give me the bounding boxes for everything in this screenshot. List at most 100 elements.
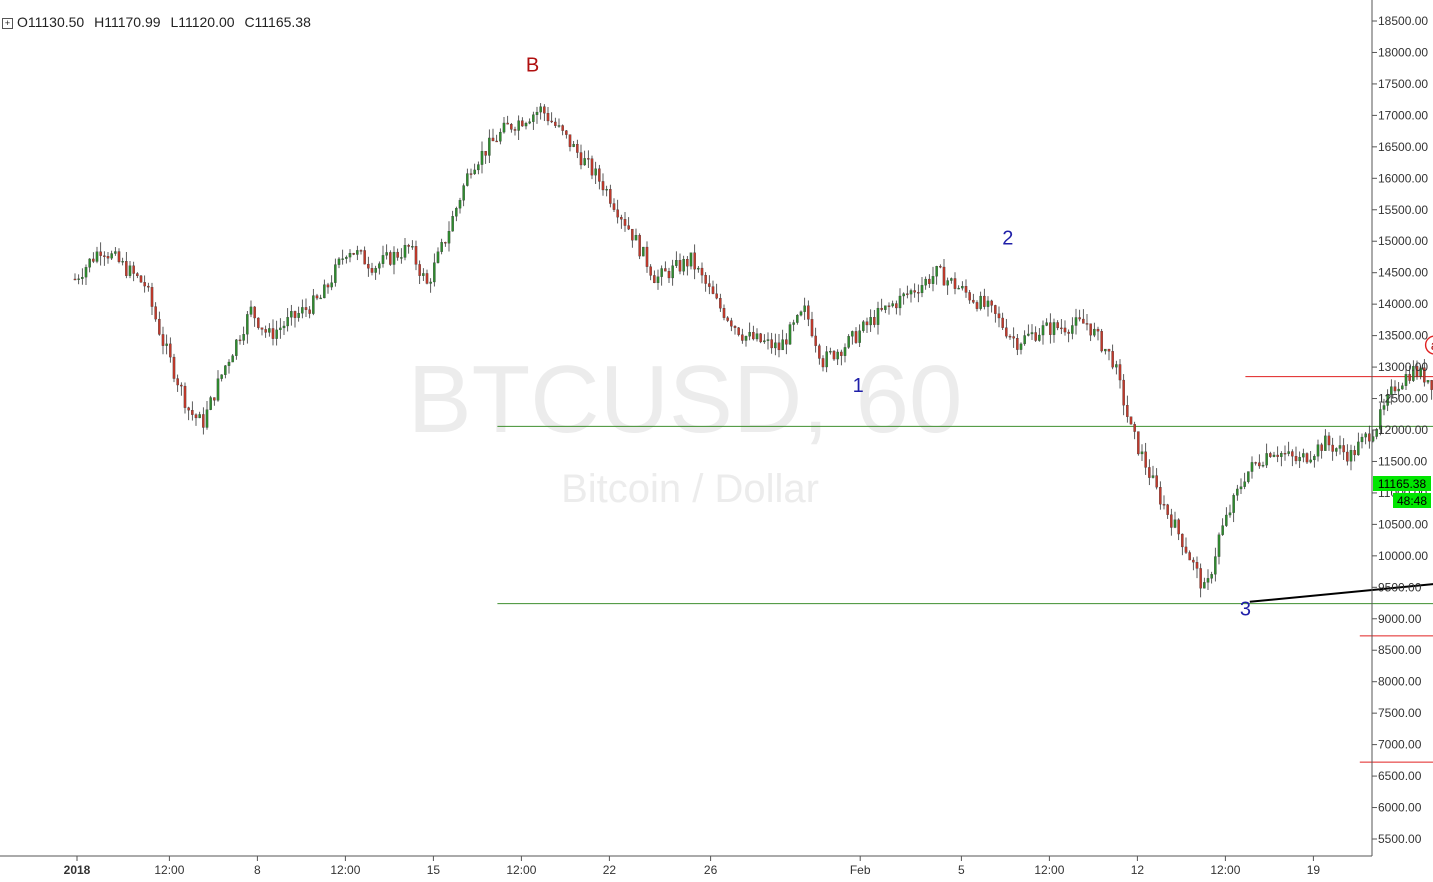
candle-body [847,336,850,348]
candle-body [425,273,429,284]
candle-body [964,286,968,293]
candle-body [202,414,205,428]
candle-body [609,189,612,204]
candle-body [766,339,770,341]
time-tick-label: 5 [958,863,965,877]
candle-body [935,266,938,277]
candle-body [656,276,660,284]
candle-body [1269,453,1272,457]
candle-body [95,251,99,262]
candle-body [781,339,784,351]
candle-body [1126,405,1129,417]
candle-body [1148,467,1151,478]
price-tick-label: 10000.00 [1378,549,1428,563]
candle-body [887,305,891,307]
candle-body [1408,374,1411,381]
candle-body [1170,514,1173,528]
candle-body [209,397,212,410]
price-tick-label: 5500.00 [1378,832,1422,846]
time-tick-label: 22 [603,863,617,877]
candle-body [1412,366,1415,381]
candle-body [913,290,916,293]
candle-body [898,295,902,309]
candle-body [407,244,410,247]
time-tick-label: 12 [1131,863,1145,877]
candle-body [788,324,792,345]
candle-body [1382,405,1386,410]
candle-body [719,298,722,309]
candle-body [1162,504,1166,506]
candle-body [1078,317,1081,320]
price-tick-label: 6000.00 [1378,801,1422,815]
candle-body [957,287,960,290]
collapse-legend-icon[interactable]: + [2,18,13,29]
candle-body [939,266,942,268]
candle-body [1430,380,1433,390]
candle-body [1192,559,1195,563]
candle-body [389,252,392,265]
time-tick-label: 12:00 [506,863,536,877]
candle-body [304,307,308,310]
price-tick-label: 18500.00 [1378,14,1428,28]
candle-body [924,278,927,286]
candle-body [143,282,146,287]
candle-body [1324,435,1327,451]
time-tick-label: 12:00 [330,863,360,877]
candle-body [1346,451,1349,462]
candle-body [1379,409,1382,430]
time-axis[interactable]: 2018 12:00 8 12:00 15 12:00 22 26 Feb 5 12:00 12 12:… [0,855,1372,877]
candle-body [741,334,744,341]
wave-label: 2 [1002,227,1013,249]
candle-body [319,297,322,300]
candle-body [598,168,601,182]
candle-body [829,351,832,353]
candle-body [568,134,572,147]
candle-body [1349,450,1353,462]
candle-body [1335,448,1338,452]
price-axis[interactable]: 18500.00 18000.00 17500.00 17000.00 16500.00… [1371,0,1428,856]
candle-body [554,121,557,126]
candle-body [528,121,531,124]
circled-wave-label: a [1431,337,1433,353]
candle-body [359,250,363,252]
candle-body [1272,454,1276,457]
candle-body [1419,367,1422,377]
candle-body [257,317,260,328]
candle-body [1071,325,1074,334]
candle-body [1276,454,1279,457]
price-tick-label: 16000.00 [1378,171,1428,185]
candle-body [1181,533,1184,548]
low-value: L11120.00 [170,14,235,30]
candle-body [972,299,975,303]
price-tick-label: 7000.00 [1378,738,1422,752]
candle-body [1228,512,1232,516]
candle-body [473,169,476,175]
candle-body [154,306,157,320]
candle-body [605,189,608,191]
candle-body [297,313,300,318]
candle-body [1375,429,1378,437]
candle-body [1313,456,1316,461]
price-tick-label: 16500.00 [1378,140,1428,154]
candle-body [1401,385,1404,390]
candle-body [1393,386,1397,392]
candle-body [524,123,528,127]
candle-body [521,120,524,127]
candle-body [1210,574,1213,579]
candle-body [1144,451,1147,468]
candle-body [1133,424,1136,432]
candle-body [748,331,751,337]
candle-body [579,152,583,166]
candle-body [645,246,649,267]
candle-body [1074,317,1078,326]
candle-body [627,225,630,230]
candle-body [1294,456,1298,462]
candle-body [158,318,161,335]
candle-body [642,246,645,257]
candle-body [1089,323,1092,336]
candle-body [686,259,689,267]
candle-body [653,275,656,284]
candle-body [1137,431,1140,455]
candle-body [1320,444,1323,451]
